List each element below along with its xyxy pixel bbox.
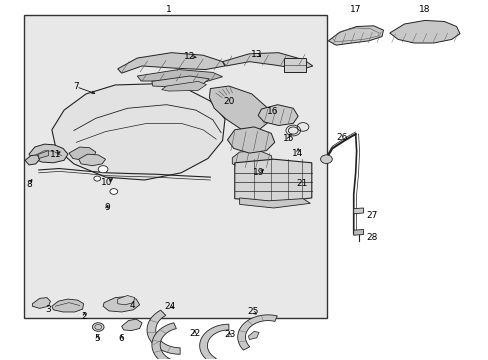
Text: 6: 6 bbox=[119, 334, 124, 343]
Polygon shape bbox=[103, 297, 140, 312]
Text: 24: 24 bbox=[164, 302, 176, 311]
Polygon shape bbox=[328, 26, 383, 45]
Text: 19: 19 bbox=[253, 168, 264, 177]
Polygon shape bbox=[237, 315, 277, 350]
Polygon shape bbox=[152, 323, 176, 360]
Text: 10: 10 bbox=[101, 178, 113, 187]
Text: 5: 5 bbox=[94, 334, 100, 343]
Polygon shape bbox=[222, 53, 312, 69]
Polygon shape bbox=[52, 299, 83, 312]
Text: 4: 4 bbox=[129, 301, 135, 310]
Polygon shape bbox=[122, 319, 142, 330]
Polygon shape bbox=[118, 53, 224, 73]
Polygon shape bbox=[248, 331, 259, 339]
Polygon shape bbox=[152, 76, 209, 87]
Polygon shape bbox=[161, 81, 206, 91]
Text: 23: 23 bbox=[224, 330, 235, 339]
Polygon shape bbox=[79, 154, 105, 166]
Circle shape bbox=[98, 166, 108, 173]
Text: 1: 1 bbox=[166, 5, 171, 14]
Text: 21: 21 bbox=[296, 179, 307, 188]
Text: 2: 2 bbox=[81, 312, 87, 321]
Text: 12: 12 bbox=[184, 52, 195, 61]
Circle shape bbox=[94, 176, 101, 181]
Polygon shape bbox=[25, 155, 40, 165]
Circle shape bbox=[110, 189, 118, 194]
Bar bbox=[24, 15, 327, 318]
Text: 9: 9 bbox=[104, 203, 110, 212]
Text: 8: 8 bbox=[26, 180, 32, 189]
Text: 18: 18 bbox=[418, 5, 430, 14]
Text: 3: 3 bbox=[45, 305, 51, 314]
Polygon shape bbox=[69, 147, 96, 160]
Text: 28: 28 bbox=[366, 233, 377, 242]
Bar bbox=[284, 58, 306, 72]
Polygon shape bbox=[389, 21, 459, 43]
Text: 14: 14 bbox=[292, 149, 303, 158]
Polygon shape bbox=[39, 150, 48, 158]
Polygon shape bbox=[258, 105, 298, 126]
Polygon shape bbox=[353, 208, 363, 214]
Text: 26: 26 bbox=[336, 133, 347, 142]
Polygon shape bbox=[209, 86, 267, 132]
Text: 17: 17 bbox=[349, 5, 361, 14]
Polygon shape bbox=[199, 324, 228, 360]
Polygon shape bbox=[52, 84, 224, 180]
Polygon shape bbox=[353, 229, 363, 235]
Text: 25: 25 bbox=[247, 307, 259, 316]
Text: 15: 15 bbox=[282, 134, 294, 143]
Text: 11: 11 bbox=[49, 150, 61, 159]
Circle shape bbox=[92, 323, 104, 331]
Circle shape bbox=[320, 155, 331, 163]
Polygon shape bbox=[232, 150, 272, 168]
Text: 16: 16 bbox=[266, 107, 278, 116]
Text: 13: 13 bbox=[250, 50, 262, 59]
Text: 22: 22 bbox=[189, 329, 200, 338]
Polygon shape bbox=[32, 298, 50, 309]
Polygon shape bbox=[234, 159, 311, 202]
Text: 20: 20 bbox=[223, 96, 234, 105]
Polygon shape bbox=[227, 127, 274, 153]
Polygon shape bbox=[29, 144, 68, 163]
Text: 7: 7 bbox=[73, 82, 79, 91]
Polygon shape bbox=[239, 198, 310, 208]
Text: 27: 27 bbox=[366, 211, 377, 220]
Polygon shape bbox=[118, 296, 135, 305]
Polygon shape bbox=[137, 69, 222, 82]
Polygon shape bbox=[147, 310, 180, 354]
